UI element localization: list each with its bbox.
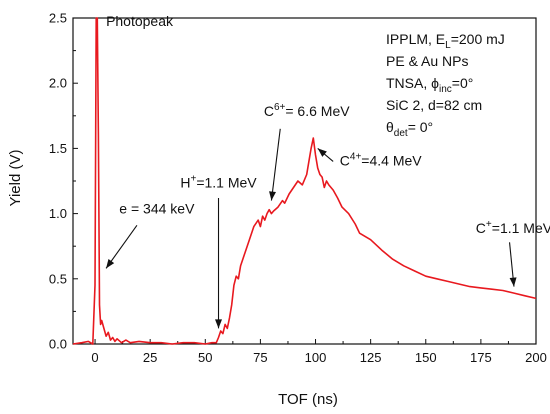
annotation-arrow	[508, 242, 517, 287]
annotation-label: e = 344 keV	[119, 201, 195, 217]
annotation-arrow	[317, 147, 334, 162]
annotation-label: H+=1.1 MeV	[180, 174, 257, 191]
y-tick-label: 1.5	[49, 141, 67, 156]
legend-line-5: θdet= 0°	[386, 119, 433, 139]
x-tick-label: 150	[415, 350, 437, 365]
x-tick-label: 125	[360, 350, 382, 365]
y-tick-label: 2.0	[49, 76, 67, 91]
tick-marks	[73, 17, 537, 345]
annotation-label: C+=1.1 MeV	[476, 219, 550, 236]
legend-line-3: TNSA, ϕinc=0°	[386, 75, 473, 95]
arrows-layer	[105, 128, 517, 329]
x-tick-label: 25	[143, 350, 157, 365]
x-tick-label: 0	[91, 350, 98, 365]
y-tick-label: 0.0	[49, 337, 67, 352]
annotation-label: C6+= 6.6 MeV	[264, 102, 350, 119]
tick-labels: 0 25 50 75 100 125 150 175 200 0.0 0.5 1.0 1.5 2.0 2.5	[49, 11, 547, 366]
x-axis-title: TOF (ns)	[278, 391, 338, 408]
x-tick-label: 175	[470, 350, 492, 365]
y-tick-label: 2.5	[49, 11, 67, 26]
annotation-arrow	[269, 128, 281, 201]
x-tick-label: 200	[525, 350, 547, 365]
series-line-0	[72, 17, 537, 345]
y-axis-title: Yield (V)	[7, 150, 24, 207]
series-layer	[72, 17, 537, 345]
legend-line-2: PE & Au NPs	[386, 53, 468, 69]
annotations: Photopeak e = 344 keV H+=1.1 MeV C6+= 6.6 M…	[106, 13, 550, 236]
x-tick-label: 100	[305, 350, 327, 365]
legend-line-4: SiC 2, d=82 cm	[386, 97, 482, 113]
annotation-label: Photopeak	[106, 13, 174, 29]
x-tick-label: 75	[253, 350, 267, 365]
y-tick-label: 1.0	[49, 206, 67, 221]
x-tick-label: 50	[198, 350, 212, 365]
annotation-arrow	[105, 225, 138, 269]
legend-box: IPPLM, EL=200 mJ PE & Au NPs TNSA, ϕinc=…	[386, 31, 505, 139]
legend-line-1: IPPLM, EL=200 mJ	[386, 31, 505, 51]
annotation-label: C4+=4.4 MeV	[340, 151, 423, 168]
y-tick-label: 0.5	[49, 271, 67, 286]
annotation-arrow	[215, 197, 223, 329]
